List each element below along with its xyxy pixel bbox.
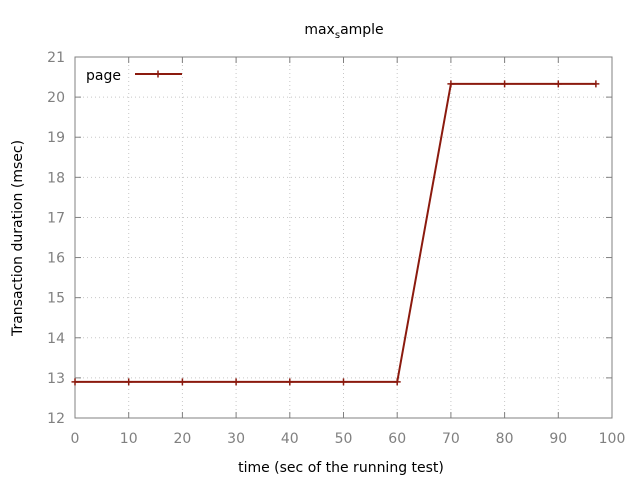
x-tick-label: 30 bbox=[227, 431, 245, 447]
y-tick-label: 12 bbox=[47, 411, 65, 427]
x-tick-label: 100 bbox=[599, 431, 626, 447]
y-tick-label: 18 bbox=[47, 170, 65, 186]
data-point bbox=[125, 378, 133, 386]
y-tick-label: 19 bbox=[47, 130, 65, 146]
y-tick-label: 15 bbox=[47, 291, 65, 307]
data-point bbox=[393, 378, 401, 386]
legend-marker-page bbox=[154, 70, 162, 78]
data-point bbox=[340, 378, 347, 386]
series-layer bbox=[71, 80, 600, 386]
x-tick-label: 10 bbox=[120, 431, 138, 447]
y-axis-label: Transaction duration (msec) bbox=[10, 140, 26, 337]
data-point bbox=[286, 378, 294, 386]
data-point bbox=[447, 80, 455, 88]
legend-label-page: page bbox=[86, 68, 121, 84]
y-tick-label: 20 bbox=[47, 90, 65, 106]
x-axis-ticks: 0 10 20 30 40 50 60 70 80 90 100 bbox=[71, 57, 626, 447]
x-tick-label: 0 bbox=[71, 431, 80, 447]
data-point bbox=[232, 378, 240, 386]
legend: page bbox=[86, 68, 182, 84]
data-point bbox=[592, 80, 600, 88]
grid bbox=[75, 57, 612, 418]
x-axis-label: time (sec of the running test) bbox=[238, 460, 444, 476]
y-axis-ticks: 12 13 14 15 16 17 18 19 20 21 bbox=[47, 50, 612, 427]
x-tick-label: 70 bbox=[442, 431, 460, 447]
chart-title: maxsample bbox=[304, 22, 383, 41]
data-point bbox=[71, 378, 79, 386]
data-point bbox=[178, 378, 186, 386]
x-tick-label: 90 bbox=[549, 431, 567, 447]
data-point bbox=[554, 80, 562, 88]
y-tick-label: 13 bbox=[47, 371, 65, 387]
x-tick-label: 60 bbox=[388, 431, 406, 447]
y-tick-label: 17 bbox=[47, 210, 65, 226]
x-tick-label: 40 bbox=[281, 431, 299, 447]
series-line-page bbox=[75, 82, 596, 383]
x-tick-label: 20 bbox=[173, 431, 191, 447]
x-tick-label: 50 bbox=[335, 431, 353, 447]
y-tick-label: 14 bbox=[47, 331, 65, 347]
data-point bbox=[501, 80, 509, 88]
y-tick-label: 21 bbox=[47, 50, 65, 66]
y-tick-label: 16 bbox=[47, 251, 65, 267]
x-tick-label: 80 bbox=[496, 431, 514, 447]
